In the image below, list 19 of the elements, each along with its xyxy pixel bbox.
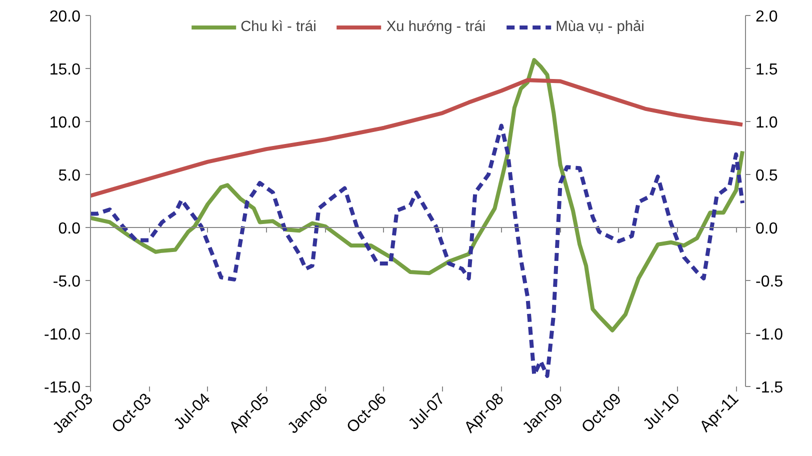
y2-tick-label: 0.0 <box>756 220 778 238</box>
y-tick-label: -15.0 <box>44 380 81 396</box>
y-tick-label: -5.0 <box>52 274 81 290</box>
y2-tick-label: -0.5 <box>756 274 784 290</box>
y-tick-label: 0.0 <box>58 220 81 238</box>
y2-tick-label: -1.0 <box>756 326 784 344</box>
y-tick-label: 10.0 <box>49 114 81 132</box>
y2-tick-label: 1.0 <box>756 114 778 132</box>
y-tick-label: -10.0 <box>44 326 81 344</box>
y-tick-label: 15.0 <box>49 62 81 78</box>
legend-label: Chu kì - trái <box>240 19 316 35</box>
y2-tick-label: 1.5 <box>756 62 778 78</box>
y-tick-label: 5.0 <box>58 168 81 184</box>
y2-tick-label: -1.5 <box>756 380 784 396</box>
y2-tick-label: 2.0 <box>756 8 778 26</box>
y2-tick-label: 0.5 <box>756 168 778 184</box>
legend-label: Mùa vụ - phải <box>556 19 644 35</box>
legend-label: Xu hướng - trái <box>386 19 486 35</box>
y-tick-label: 20.0 <box>49 8 81 26</box>
